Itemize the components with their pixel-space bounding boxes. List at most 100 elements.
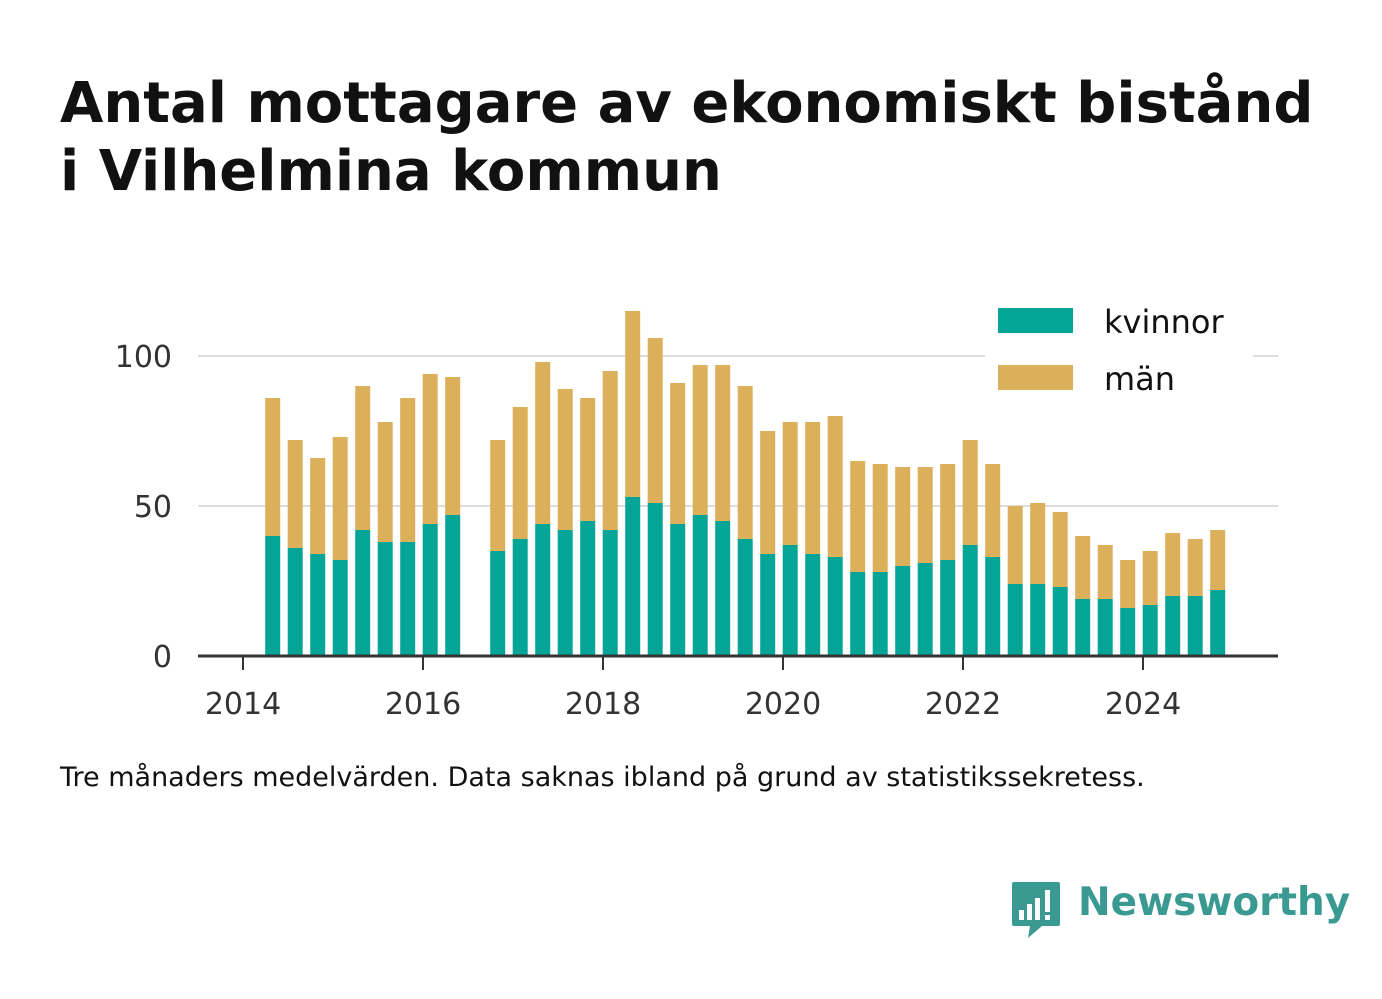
- bar-kvinnor-26: [872, 572, 888, 656]
- bar-kvinnor-9: [490, 551, 506, 656]
- bar-kvinnor-25: [850, 572, 866, 656]
- bar-kvinnor-19: [715, 521, 731, 656]
- bar-man-0: [265, 398, 281, 536]
- bar-kvinnor-32: [1007, 584, 1023, 656]
- legend: kvinnor män: [985, 296, 1253, 398]
- bar-kvinnor-5: [377, 542, 393, 656]
- bar-man-15: [625, 311, 641, 497]
- bar-kvinnor-37: [1120, 608, 1136, 656]
- bar-man-4: [355, 386, 371, 530]
- stacked-bar-chart: 0 50 100 2014 2016 2018 2020 2022 2024 kvinnor m…: [114, 296, 1278, 722]
- bar-man-8: [445, 377, 461, 515]
- bar-kvinnor-40: [1187, 596, 1203, 656]
- bar-kvinnor-12: [557, 530, 573, 656]
- bar-kvinnor-13: [580, 521, 596, 656]
- bar-man-36: [1097, 545, 1113, 599]
- bar-man-10: [512, 407, 528, 539]
- bar-man-40: [1187, 539, 1203, 596]
- x-tick-label-2020: 2020: [745, 687, 821, 722]
- bar-kvinnor-3: [332, 560, 348, 656]
- bar-man-37: [1120, 560, 1136, 608]
- bar-man-25: [850, 461, 866, 572]
- y-tick-label-100: 100: [115, 340, 172, 375]
- bar-man-41: [1210, 530, 1226, 590]
- x-tick-label-2016: 2016: [385, 687, 461, 722]
- bar-man-13: [580, 398, 596, 521]
- legend-label-man: män: [1104, 360, 1175, 398]
- bar-man-19: [715, 365, 731, 521]
- legend-label-kvinnor: kvinnor: [1104, 303, 1225, 341]
- bar-kvinnor-27: [895, 566, 911, 656]
- bar-kvinnor-1: [287, 548, 303, 656]
- bar-man-28: [917, 467, 933, 563]
- bar-kvinnor-20: [737, 539, 753, 656]
- bar-kvinnor-16: [647, 503, 663, 656]
- bar-man-29: [940, 464, 956, 560]
- bar-man-18: [692, 365, 708, 515]
- chart-title: Antal mottagare av ekonomiskt bistånd i …: [60, 71, 1314, 204]
- chart-caption: Tre månaders medelvärden. Data saknas ib…: [60, 762, 1145, 793]
- bar-kvinnor-8: [445, 515, 461, 656]
- bar-kvinnor-33: [1030, 584, 1046, 656]
- bar-kvinnor-17: [670, 524, 686, 656]
- bar-man-2: [310, 458, 326, 554]
- bar-kvinnor-23: [805, 554, 821, 656]
- bar-kvinnor-2: [310, 554, 326, 656]
- bar-man-26: [872, 464, 888, 572]
- bar-man-7: [422, 374, 438, 524]
- bar-kvinnor-28: [917, 563, 933, 656]
- brand-name: Newsworthy: [1078, 880, 1351, 925]
- bar-man-24: [827, 416, 843, 557]
- bar-man-27: [895, 467, 911, 566]
- bar-kvinnor-36: [1097, 599, 1113, 656]
- x-tick-label-2024: 2024: [1105, 687, 1181, 722]
- bar-kvinnor-29: [940, 560, 956, 656]
- bar-kvinnor-14: [602, 530, 618, 656]
- bar-man-35: [1075, 536, 1091, 599]
- bar-kvinnor-41: [1210, 590, 1226, 656]
- bar-man-1: [287, 440, 303, 548]
- bar-kvinnor-18: [692, 515, 708, 656]
- legend-swatch-man: [998, 365, 1073, 390]
- bar-kvinnor-11: [535, 524, 551, 656]
- brand-logo: Newsworthy: [1010, 878, 1350, 942]
- bar-kvinnor-15: [625, 497, 641, 656]
- bar-man-5: [377, 422, 393, 542]
- bar-kvinnor-35: [1075, 599, 1091, 656]
- y-tick-label-50: 50: [134, 490, 172, 525]
- bar-man-21: [760, 431, 776, 554]
- bar-man-20: [737, 386, 753, 539]
- bar-kvinnor-4: [355, 530, 371, 656]
- bar-man-23: [805, 422, 821, 554]
- x-tick-label-2022: 2022: [925, 687, 1001, 722]
- bar-man-39: [1165, 533, 1181, 596]
- bar-man-32: [1007, 506, 1023, 584]
- bar-man-30: [962, 440, 978, 545]
- bar-kvinnor-39: [1165, 596, 1181, 656]
- bar-kvinnor-22: [782, 545, 798, 656]
- bar-kvinnor-34: [1052, 587, 1068, 656]
- bar-kvinnor-6: [400, 542, 416, 656]
- bar-kvinnor-30: [962, 545, 978, 656]
- bar-man-12: [557, 389, 573, 530]
- bar-man-9: [490, 440, 506, 551]
- axes: 0 50 100 2014 2016 2018 2020 2022 2024: [115, 340, 1278, 722]
- bar-kvinnor-38: [1142, 605, 1158, 656]
- bar-man-17: [670, 383, 686, 524]
- bar-man-31: [985, 464, 1001, 557]
- x-tick-label-2014: 2014: [205, 687, 281, 722]
- bar-man-6: [400, 398, 416, 542]
- y-tick-label-0: 0: [153, 640, 172, 675]
- bar-kvinnor-7: [422, 524, 438, 656]
- bar-man-34: [1052, 512, 1068, 587]
- bar-man-38: [1142, 551, 1158, 605]
- legend-swatch-kvinnor: [998, 308, 1073, 333]
- bar-kvinnor-24: [827, 557, 843, 656]
- bar-kvinnor-21: [760, 554, 776, 656]
- bar-man-11: [535, 362, 551, 524]
- bar-man-22: [782, 422, 798, 545]
- chart-bubble-icon: [1012, 882, 1060, 938]
- bar-kvinnor-0: [265, 536, 281, 656]
- bar-man-3: [332, 437, 348, 560]
- bars-group: [265, 311, 1226, 656]
